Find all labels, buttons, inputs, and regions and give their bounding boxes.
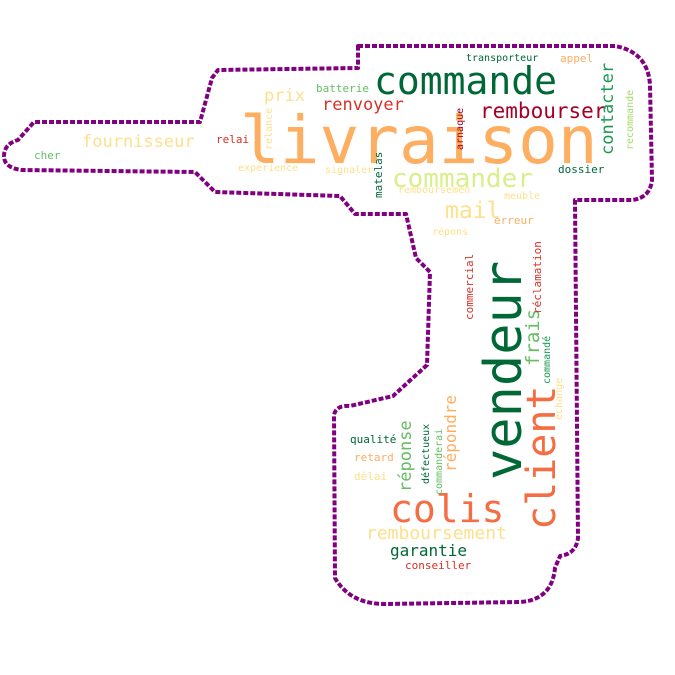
word-colis: colis — [390, 487, 505, 531]
word-renvoyer: renvoyer — [322, 95, 404, 115]
word-frais: frais — [522, 308, 544, 366]
word-garantie: garantie — [390, 541, 468, 560]
word-matelas: matelas — [372, 151, 385, 198]
word-commande: commande — [374, 59, 558, 103]
word-recommande: recommande — [625, 89, 636, 150]
word-meuble: meuble — [504, 191, 541, 202]
word-signaler: signaler — [325, 165, 374, 176]
word-cher: cher — [34, 149, 61, 162]
word-livraison: livraison — [240, 102, 598, 179]
word-arnaque: arnaque — [455, 107, 466, 150]
word-conseiller: conseiller — [405, 559, 472, 572]
word-transporteur: transporteur — [466, 53, 539, 64]
word-relance: relance — [264, 107, 275, 150]
word-appel: appel — [560, 52, 594, 65]
word-qualite: qualité — [350, 433, 397, 446]
word-reclamation: réclamation — [531, 241, 544, 314]
word-prix: prix — [264, 86, 305, 106]
word-fournisseur: fournisseur — [82, 132, 195, 152]
word-echange: échange — [554, 377, 565, 420]
word-retard: retard — [354, 451, 394, 464]
word-remboursement: remboursement — [366, 523, 507, 544]
word-relai: relai — [216, 133, 250, 146]
word-experience: expérience — [238, 163, 299, 174]
word-commander: commander — [392, 164, 533, 194]
word-commande2: commandé — [542, 335, 553, 384]
word-dossier: dossier — [558, 163, 605, 176]
word-repondre: répondre — [441, 394, 460, 472]
word-defectueux: défectueux — [421, 423, 432, 484]
word-mail: mail — [445, 198, 501, 224]
word-reponse: réponse — [396, 420, 416, 492]
word-commercial: commercial — [463, 253, 476, 320]
word-commanderai: commanderai — [434, 428, 445, 495]
word-remboursemen: remboursemen — [398, 185, 471, 196]
word-repons: répons — [432, 227, 469, 238]
drill-outline-path — [2, 44, 654, 606]
word-delai: délai — [354, 470, 388, 483]
word-rembourser: rembourser — [480, 99, 607, 123]
word-batterie: batterie — [316, 82, 369, 95]
word-erreur: erreur — [494, 214, 534, 227]
word-contacter: contacter — [598, 62, 618, 155]
